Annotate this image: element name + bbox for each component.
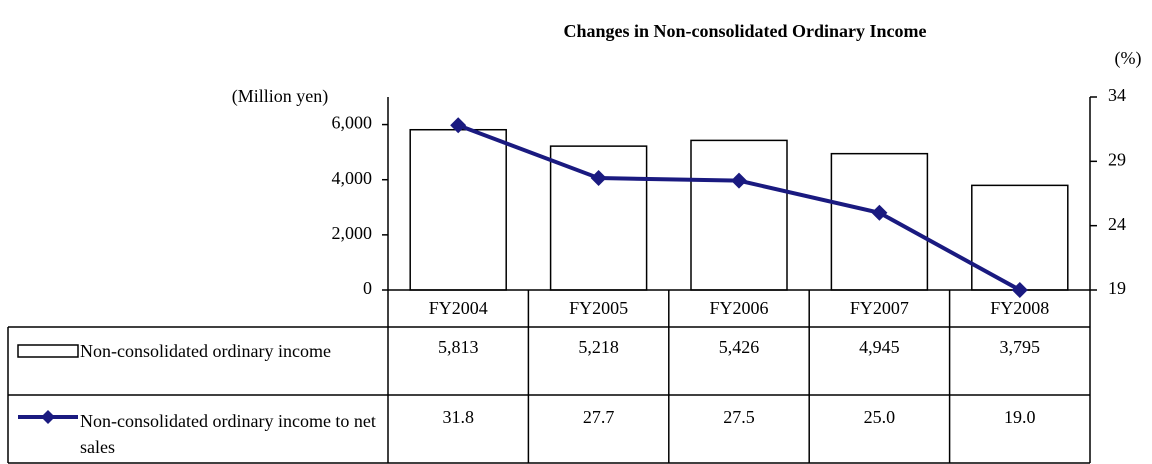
y-tick-label: 4,000 — [332, 168, 373, 188]
table-value: 19.0 — [1004, 407, 1036, 427]
bar — [549, 145, 648, 291]
legend-label: Non-consolidated ordinary income — [80, 341, 331, 361]
table-value: 4,945 — [859, 337, 900, 357]
table-value: 3,795 — [1000, 337, 1041, 357]
bar — [409, 128, 507, 291]
bar — [830, 152, 929, 291]
y2-axis-label: (%) — [1115, 48, 1142, 69]
x-tick-label: FY2008 — [990, 298, 1049, 318]
table-value: 5,218 — [578, 337, 619, 357]
marker — [450, 117, 467, 134]
x-tick-label: FY2004 — [429, 298, 488, 318]
marker — [590, 170, 607, 187]
legend-label: Non-consolidated ordinary income to net … — [80, 411, 376, 457]
y-tick-label: 0 — [363, 278, 372, 298]
bar — [690, 139, 788, 291]
x-tick-label: FY2007 — [850, 298, 909, 318]
table-value: 27.5 — [723, 407, 755, 427]
y2-tick-label: 24 — [1108, 214, 1126, 234]
marker — [731, 172, 747, 189]
y-tick-label: 2,000 — [332, 223, 373, 243]
x-tick-label: FY2006 — [709, 298, 768, 318]
y2-tick-label: 19 — [1108, 278, 1126, 298]
table-value: 31.8 — [442, 407, 474, 427]
y-axis-label: (Million yen) — [232, 86, 329, 107]
table-value: 5,426 — [719, 337, 760, 357]
table-value: 5,813 — [438, 337, 479, 357]
marker — [1011, 282, 1028, 298]
legend-marker-icon — [41, 410, 55, 424]
table-value: 25.0 — [864, 407, 896, 427]
legend-bar-icon — [17, 344, 79, 358]
table-value: 27.7 — [583, 407, 615, 427]
x-tick-label: FY2005 — [569, 298, 628, 318]
y-tick-label: 6,000 — [332, 113, 373, 133]
marker — [871, 204, 888, 221]
bar — [971, 184, 1069, 291]
y2-tick-label: 34 — [1108, 85, 1126, 105]
y2-tick-label: 29 — [1108, 149, 1126, 169]
chart-title: Changes in Non-consolidated Ordinary Inc… — [563, 21, 926, 41]
